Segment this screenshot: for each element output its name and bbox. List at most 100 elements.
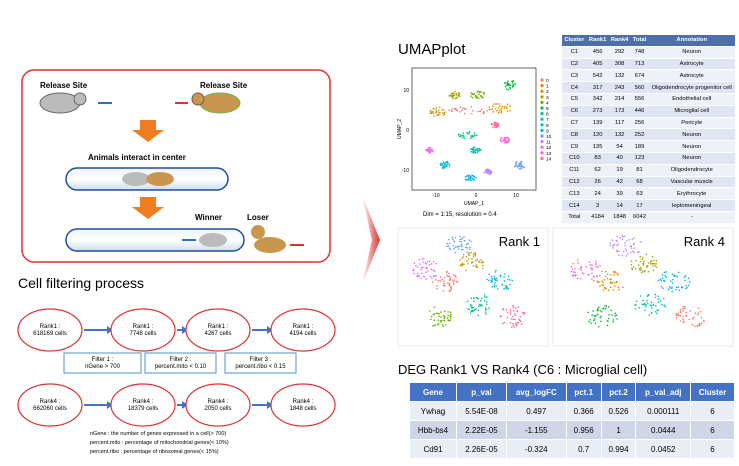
point [639,255,641,258]
point [579,277,582,280]
point [442,161,445,163]
point [446,270,448,273]
point [422,275,425,278]
point [416,275,418,277]
point [639,269,641,272]
point [448,163,451,166]
cell: 135 [586,140,609,153]
point [460,263,462,266]
point [441,278,444,281]
point [640,268,643,270]
cell: 17 [630,199,649,212]
point [483,293,486,296]
point [609,242,612,245]
cell: 6 [690,420,735,440]
point [474,151,476,153]
point [452,238,454,240]
cell: 560 [630,81,649,94]
legend-swatch [540,95,544,99]
point [659,278,662,281]
node-label: Rank4 :662060 cells [33,399,67,412]
point [662,297,665,300]
cell: 2.22E-05 [456,420,507,440]
legend-swatch [540,156,544,160]
arrowhead [107,401,113,409]
node-label: Rank1 :7748 cells [129,324,156,337]
point [476,149,479,151]
point [511,80,513,83]
point [418,263,421,265]
cluster-table: Cluster Rank1 Rank4 Total Annotation C1 456 292… [562,35,735,224]
point [660,285,663,288]
point [512,80,514,83]
point [451,95,454,97]
point [617,274,619,276]
cell: 63 [630,187,649,201]
point [604,307,607,310]
point [664,274,666,277]
point [613,273,615,276]
point [495,277,498,280]
point [499,315,502,318]
point [455,109,458,112]
point [680,311,682,314]
point [432,112,435,114]
point [510,326,513,328]
cell: Microglial cell [648,105,735,118]
y-tick-label: 10 [403,88,409,94]
point [645,253,648,256]
point [443,282,445,285]
point [439,280,442,282]
point [613,243,615,246]
cell: 6 [690,401,735,421]
point [698,324,701,327]
legend-label: 4 [546,100,549,106]
cell: 132 [608,128,631,142]
point [457,248,460,250]
point [519,320,522,323]
point [462,256,465,258]
point [513,326,515,328]
point [485,171,487,174]
point [426,261,429,263]
point [517,306,520,308]
point [698,322,701,325]
point [459,106,462,108]
point [506,141,508,144]
point [652,303,655,305]
point [483,299,486,302]
point [469,248,471,250]
point [476,266,479,269]
point [610,281,613,284]
point [492,105,494,108]
point [605,305,608,308]
point [456,281,459,284]
point [519,163,522,165]
point [669,280,672,282]
behavior-drawing [39,92,304,253]
point [449,95,452,97]
point [630,247,633,249]
legend-swatch [540,89,544,93]
legend-label: 6 [546,112,549,118]
point [449,311,452,314]
point [596,275,599,277]
point [687,277,690,280]
point [471,96,474,99]
point [460,240,463,243]
point [462,253,465,256]
point [473,148,476,151]
point [593,318,596,320]
point [470,92,473,94]
point [483,93,485,96]
node [185,383,251,427]
cell: C7 [562,117,587,130]
point [638,306,641,309]
point [490,171,493,174]
point [485,300,488,303]
point [431,281,434,283]
point [655,266,658,268]
point [663,279,665,282]
